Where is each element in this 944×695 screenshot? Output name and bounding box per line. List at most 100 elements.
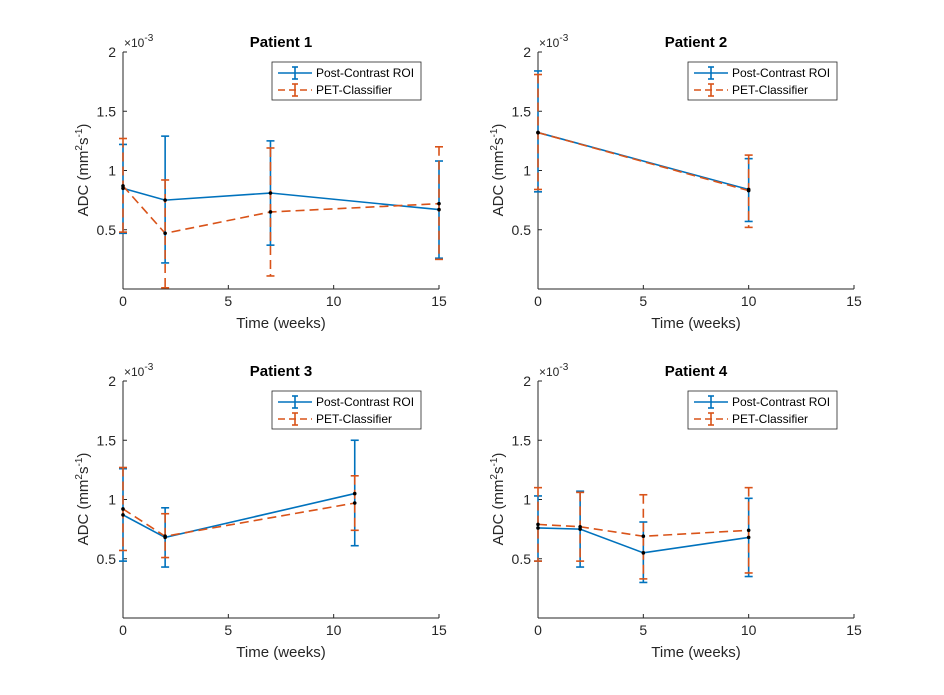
- y-label-sup: 2: [489, 145, 500, 151]
- y-label-part: ): [490, 453, 507, 458]
- data-point: [121, 513, 125, 517]
- data-point: [746, 188, 751, 193]
- y-multiplier-exponent: -3: [144, 33, 153, 44]
- y-label-sup: 2: [489, 474, 500, 480]
- legend: Post-Contrast ROI PET-Classifier: [271, 390, 422, 430]
- legend-label: PET-Classifier: [316, 412, 392, 426]
- y-label-sup: 2: [74, 145, 85, 151]
- x-axis-label: Time (weeks): [236, 644, 325, 661]
- y-axis-label: ADC (mm2s-1): [74, 124, 92, 217]
- data-point: [352, 501, 357, 505]
- y-multiplier-label: ×10-3: [539, 33, 569, 50]
- y-label-part: s: [75, 467, 92, 475]
- y-tick-label: 1.5: [97, 432, 117, 448]
- data-point: [437, 207, 441, 212]
- series-line: [122, 187, 440, 211]
- y-multiplier-label: ×10-3: [124, 33, 154, 50]
- legend-box: [687, 390, 838, 430]
- x-axis-label: Time (weeks): [236, 315, 325, 332]
- x-tick-label: 10: [741, 622, 757, 638]
- y-tick-label: 2: [108, 44, 116, 60]
- y-tick-label: 0.5: [97, 222, 117, 238]
- x-tick-label: 0: [119, 622, 127, 638]
- y-axis-label: ADC (mm2s-1): [74, 453, 92, 546]
- y-label-part: s: [490, 467, 507, 475]
- y-tick-label: 1.5: [512, 432, 532, 448]
- legend-label: Post-Contrast ROI: [316, 395, 414, 409]
- x-tick-label: 10: [741, 293, 757, 309]
- y-tick-label: 0.5: [97, 551, 117, 567]
- y-label-part: ADC (mm: [490, 480, 507, 546]
- data-point: [641, 551, 646, 555]
- y-tick-label: 0.5: [512, 222, 532, 238]
- x-tick-label: 10: [326, 622, 342, 638]
- x-tick-label: 15: [431, 622, 447, 638]
- y-label-sup: -1: [74, 128, 85, 137]
- data-point: [163, 534, 167, 539]
- data-point: [268, 210, 273, 214]
- x-tick-label: 15: [846, 622, 862, 638]
- y-tick-label: 2: [108, 373, 116, 389]
- series-line: [122, 492, 355, 539]
- y-tick-label: 2: [523, 373, 531, 389]
- data-point: [641, 534, 646, 539]
- data-point: [268, 191, 273, 195]
- data-point: [536, 526, 540, 530]
- y-label-sup: 2: [74, 474, 85, 480]
- panel-title: Patient 3: [250, 363, 313, 380]
- y-axis-label: ADC (mm2s-1): [489, 453, 507, 546]
- x-tick-label: 15: [431, 293, 447, 309]
- data-point: [163, 231, 167, 236]
- y-tick-label: 1: [523, 163, 531, 179]
- data-point: [536, 522, 540, 527]
- panel-patient-3: 0 5 10 15 0.5 1 1.5 2 ×10-3 Patient 3 Time (weeks)…: [74, 362, 447, 661]
- y-label-part: ): [490, 124, 507, 129]
- y-multiplier-label: ×10-3: [124, 362, 154, 379]
- panel-patient-4: 0 5 10 15 0.5 1 1.5 2 ×10-3 Patient 4 Time (weeks)…: [489, 362, 862, 661]
- legend-label: PET-Classifier: [316, 83, 392, 97]
- y-label-part: ): [75, 124, 92, 129]
- y-axis-label: ADC (mm2s-1): [489, 124, 507, 217]
- y-label-sup: -1: [74, 457, 85, 466]
- y-multiplier-exponent: -3: [144, 362, 153, 373]
- panel-title: Patient 1: [250, 34, 313, 51]
- x-axis-label: Time (weeks): [651, 315, 740, 332]
- legend-label: Post-Contrast ROI: [316, 66, 414, 80]
- y-tick-label: 1.5: [97, 103, 117, 119]
- y-multiplier-base: ×10: [124, 36, 145, 50]
- x-axis-label: Time (weeks): [651, 644, 740, 661]
- legend-box: [271, 61, 422, 101]
- y-multiplier-label: ×10-3: [539, 362, 569, 379]
- y-label-part: ): [75, 453, 92, 458]
- y-tick-label: 0.5: [512, 551, 532, 567]
- y-label-sup: -1: [489, 128, 500, 137]
- x-tick-label: 5: [224, 622, 232, 638]
- y-tick-label: 1: [523, 492, 531, 508]
- x-tick-label: 0: [534, 293, 542, 309]
- series-post-contrast-roi: [119, 439, 359, 568]
- panel-title: Patient 4: [665, 363, 728, 380]
- legend-label: Post-Contrast ROI: [732, 66, 830, 80]
- series-line: [122, 185, 440, 235]
- legend: Post-Contrast ROI PET-Classifier: [271, 61, 422, 101]
- legend-label: PET-Classifier: [732, 412, 808, 426]
- data-point: [121, 184, 125, 188]
- x-tick-label: 10: [326, 293, 342, 309]
- y-tick-label: 1: [108, 163, 116, 179]
- data-point: [437, 201, 441, 206]
- series-post-contrast-roi: [119, 135, 443, 264]
- x-tick-label: 5: [224, 293, 232, 309]
- y-label-part: s: [75, 138, 92, 146]
- data-point: [352, 491, 357, 496]
- y-label-part: ADC (mm: [490, 151, 507, 217]
- series-line: [537, 131, 749, 192]
- y-label-part: ADC (mm: [75, 151, 92, 217]
- legend: Post-Contrast ROI PET-Classifier: [687, 390, 838, 430]
- y-multiplier-exponent: -3: [559, 362, 568, 373]
- x-tick-label: 5: [639, 293, 647, 309]
- x-tick-label: 0: [119, 293, 127, 309]
- y-tick-label: 2: [523, 44, 531, 60]
- y-multiplier-base: ×10: [539, 365, 560, 379]
- y-label-sup: -1: [489, 457, 500, 466]
